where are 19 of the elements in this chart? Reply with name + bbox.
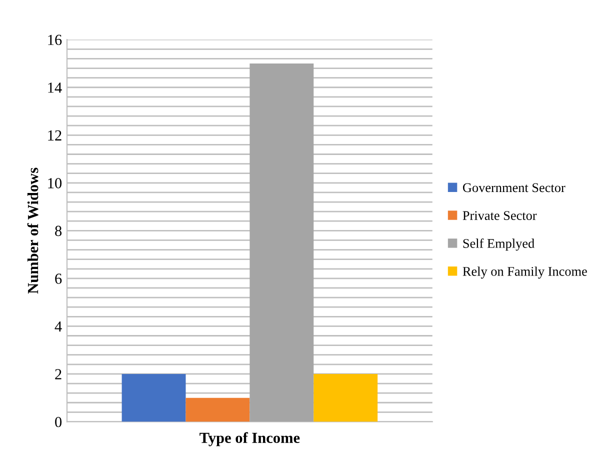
bar: [250, 63, 314, 422]
legend-label: Government Sector: [462, 183, 566, 192]
y-tick-label: 16: [48, 34, 62, 46]
legend-label: Rely on Family Income: [462, 266, 587, 279]
y-tick-label: 0: [55, 416, 62, 428]
bar: [186, 398, 250, 422]
bar: [122, 374, 186, 422]
y-tick-label: 12: [48, 130, 62, 140]
bar: [314, 374, 378, 422]
legend-label: Self Emplyed: [463, 238, 534, 251]
y-tick-label: 4: [54, 321, 62, 332]
y-tick-label: 10: [48, 178, 62, 188]
y-tick-label: 2: [55, 369, 62, 380]
y-axis-title: Number of Widows: [27, 168, 38, 294]
y-tick-label: 14: [48, 82, 62, 93]
y-tick-label: 8: [55, 226, 62, 236]
x-axis-title: Type of Income: [200, 432, 300, 446]
legend-label: Private Sector: [462, 211, 537, 220]
y-tick-label: 6: [55, 274, 62, 284]
